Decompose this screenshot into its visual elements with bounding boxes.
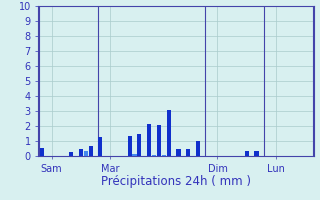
Bar bbox=[40, 148, 44, 156]
Bar bbox=[132, 154, 137, 156]
Bar bbox=[128, 136, 132, 156]
X-axis label: Précipitations 24h ( mm ): Précipitations 24h ( mm ) bbox=[101, 175, 251, 188]
Bar bbox=[157, 125, 161, 156]
Bar bbox=[186, 148, 190, 156]
Bar bbox=[98, 137, 102, 156]
Bar bbox=[245, 151, 249, 156]
Bar bbox=[79, 149, 83, 156]
Bar bbox=[69, 152, 73, 156]
Bar bbox=[137, 134, 141, 156]
Bar bbox=[84, 151, 88, 156]
Bar bbox=[162, 154, 166, 156]
Bar bbox=[196, 141, 200, 156]
Bar bbox=[152, 155, 156, 156]
Bar bbox=[89, 146, 93, 156]
Bar bbox=[254, 151, 259, 156]
Bar bbox=[167, 110, 171, 156]
Bar bbox=[147, 124, 151, 156]
Bar bbox=[176, 148, 180, 156]
